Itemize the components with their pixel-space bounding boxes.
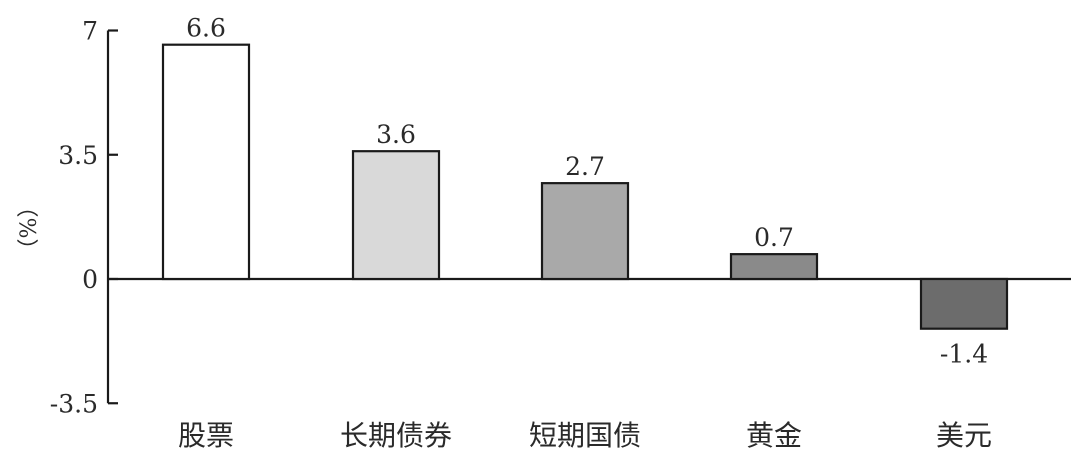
category-label-0: 股票	[178, 419, 234, 452]
category-label-2: 短期国债	[529, 419, 641, 452]
y-tick-label: 3.5	[58, 141, 98, 170]
data-label-2: 2.7	[565, 152, 605, 181]
category-label-4: 美元	[936, 419, 992, 452]
labels: 7 3.5 0 -3.5 （%） 6.6 股票 3.6 长期债券 2.7 短期国债 0.7 黄金 -1.4…	[17, 14, 992, 452]
data-label-1: 3.6	[376, 120, 416, 149]
bar-3	[729, 253, 819, 281]
category-label-3: 黄金	[746, 419, 802, 452]
y-tick-label: 7	[82, 17, 98, 46]
y-tick-label: -3.5	[50, 389, 98, 418]
bar-0	[161, 43, 251, 281]
bar-2	[540, 182, 630, 281]
bars	[161, 43, 1009, 330]
category-label-1: 长期债券	[340, 419, 452, 452]
bar-1	[351, 150, 441, 281]
data-label-3: 0.7	[754, 223, 794, 252]
data-label-4: -1.4	[940, 340, 988, 369]
bar-4	[919, 277, 1009, 330]
data-label-0: 6.6	[186, 14, 226, 43]
y-axis-label: （%）	[17, 196, 42, 261]
y-tick-label: 0	[82, 265, 98, 294]
